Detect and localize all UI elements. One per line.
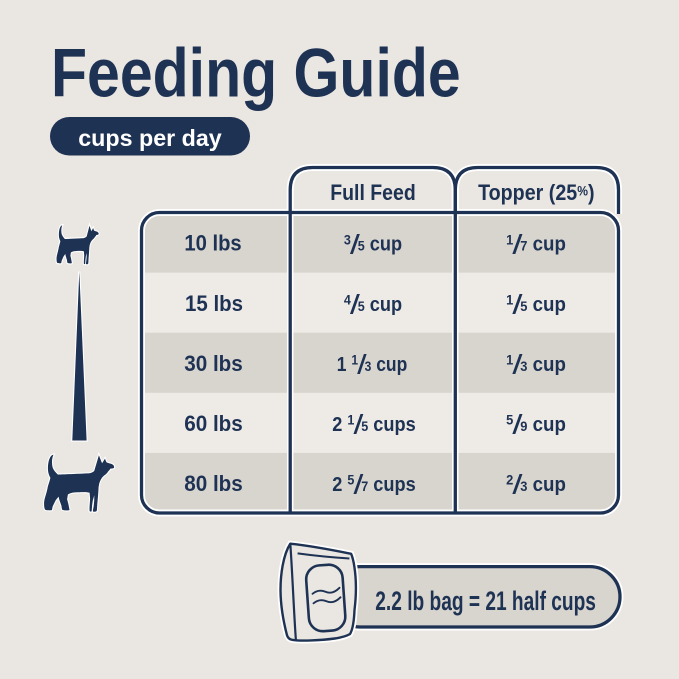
svg-text:Feeding Guide: Feeding Guide [51,34,461,111]
svg-text:2.2 lb bag = 21 half cups: 2.2 lb bag = 21 half cups [375,586,596,616]
svg-text:Topper (25%): Topper (25%) [478,181,594,205]
svg-text:Full Feed: Full Feed [330,181,415,205]
svg-text:1/5 cup: 1/5 cup [506,289,566,320]
svg-text:2 5/7 cups: 2 5/7 cups [332,471,415,500]
svg-text:1/3 cup: 1/3 cup [506,349,566,380]
svg-text:1/7 cup: 1/7 cup [506,229,566,260]
svg-text:5/9 cup: 5/9 cup [506,409,566,440]
svg-text:80 lbs: 80 lbs [184,472,243,497]
svg-text:cups per day: cups per day [78,125,222,151]
svg-text:2/3 cup: 2/3 cup [506,469,566,500]
svg-text:4/5 cup: 4/5 cup [344,290,402,319]
svg-text:30 lbs: 30 lbs [184,351,243,376]
svg-text:1 1/3 cup: 1 1/3 cup [337,350,408,380]
svg-text:60 lbs: 60 lbs [184,411,243,436]
svg-text:10 lbs: 10 lbs [184,232,241,256]
svg-text:15 lbs: 15 lbs [185,291,243,316]
svg-text:2 1/5 cups: 2 1/5 cups [332,411,415,440]
svg-text:3/5 cup: 3/5 cup [344,230,402,259]
